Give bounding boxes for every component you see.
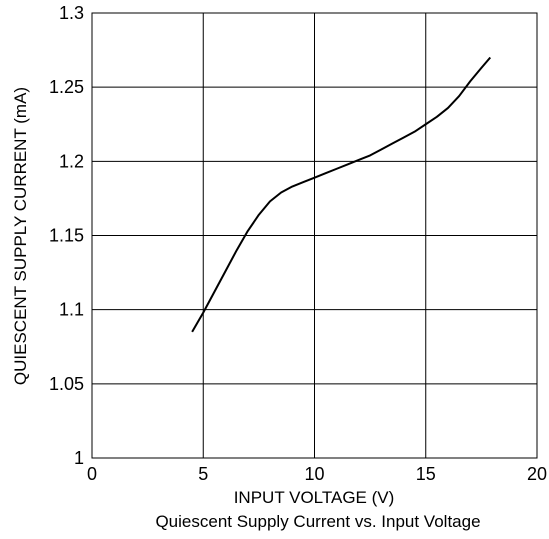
y-tick-label: 1.1 xyxy=(59,300,84,320)
series-line-0 xyxy=(191,56,492,333)
x-tick-label: 15 xyxy=(416,464,436,484)
plot-frame xyxy=(91,12,538,459)
y-tick-label: 1.3 xyxy=(59,3,84,23)
x-tick-label: 10 xyxy=(304,464,324,484)
x-tick-label: 20 xyxy=(527,464,547,484)
series-layer xyxy=(191,56,492,333)
y-tick-label: 1.05 xyxy=(49,374,84,394)
grid xyxy=(92,13,537,458)
y-axis-title: QUIESCENT SUPPLY CURRENT (mA) xyxy=(11,87,30,385)
x-tick-label: 5 xyxy=(198,464,208,484)
x-axis-title: INPUT VOLTAGE (V) xyxy=(234,488,395,507)
y-tick-label: 1 xyxy=(74,448,84,468)
y-tick-label: 1.25 xyxy=(49,77,84,97)
x-tick-label: 0 xyxy=(87,464,97,484)
chart-caption: Quiescent Supply Current vs. Input Volta… xyxy=(155,512,480,531)
tick-labels: 0 5 10 15 20 1 1.05 1.1 1.15 1.2 1.25 1.3 xyxy=(49,3,547,484)
y-tick-label: 1.15 xyxy=(49,226,84,246)
y-tick-label: 1.2 xyxy=(59,151,84,171)
